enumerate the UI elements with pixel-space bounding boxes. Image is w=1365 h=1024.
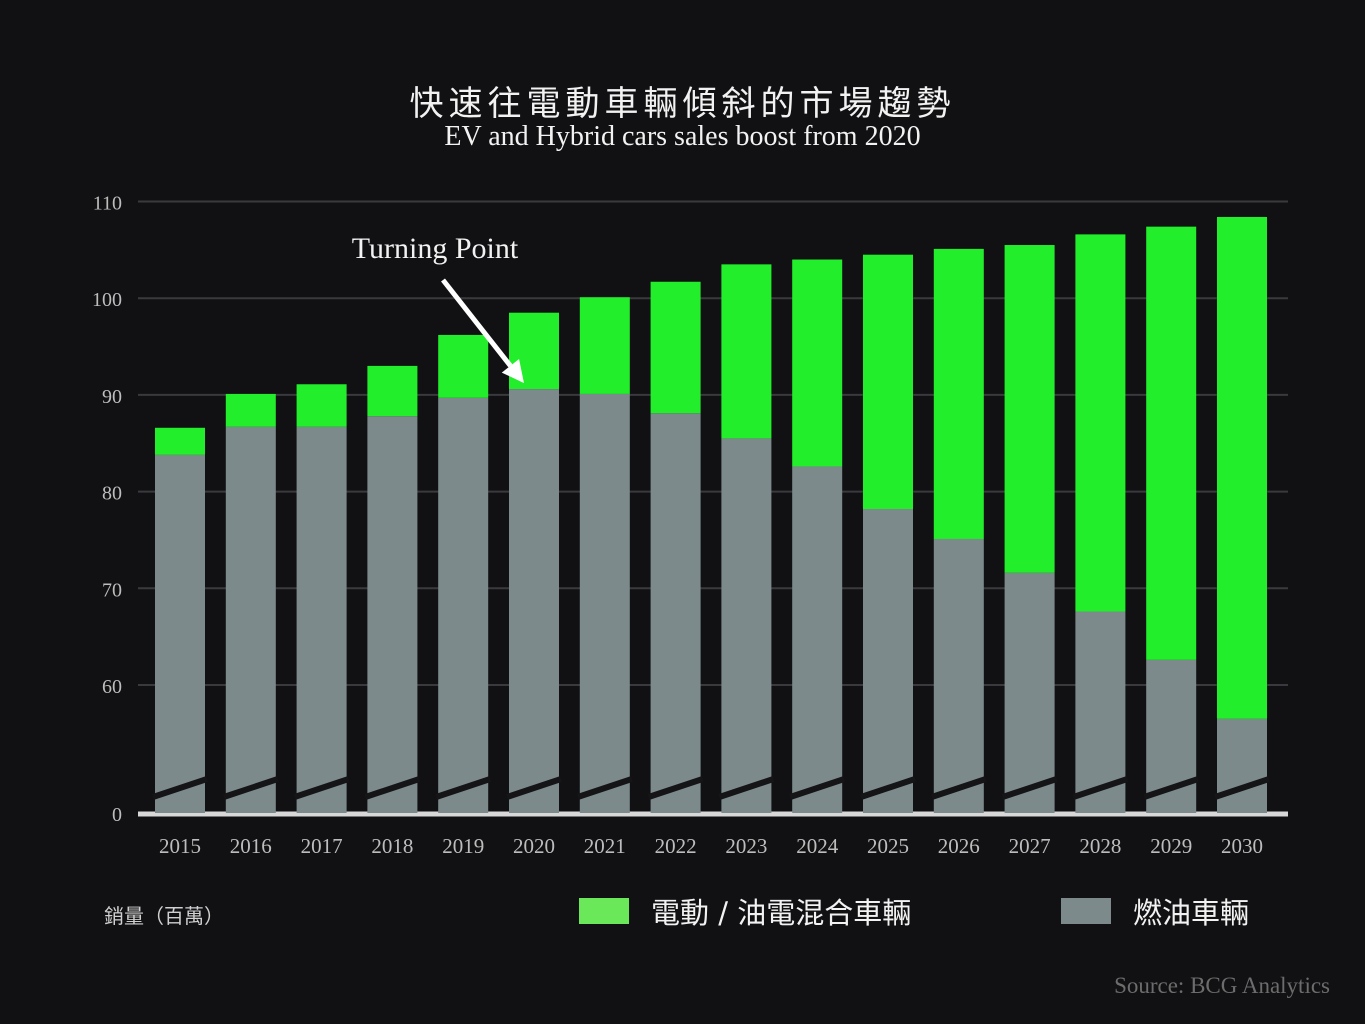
axis-break-mark [222,776,279,800]
chart-title: 快速往電動車輛傾斜的市場趨勢 [409,84,956,124]
bar-fuel-2022 [650,413,701,813]
bar-fuel-2021 [579,393,630,813]
bar-ev-hybrid-2028 [1075,234,1126,612]
axis-break-mark [152,776,208,800]
y-tick-label: 0 [112,804,122,826]
axis-break-mark [1001,776,1058,800]
bars [152,216,1270,813]
legend-item-ev-hybrid: 電動 / 油電混合車輛 [579,890,911,932]
axis-break-mark [1214,776,1270,800]
bar-fuel-2016 [225,426,276,813]
annotation-label: Turning Point [352,232,519,265]
x-tick-label: 2025 [867,834,909,858]
x-tick-label: 2018 [371,834,413,858]
x-tick-label: 2023 [725,834,767,858]
bar-ev-hybrid-2021 [579,297,630,394]
legend-label-ev-hybrid: 電動 / 油電混合車輛 [651,896,912,930]
bar-ev-hybrid-2027 [1004,245,1055,573]
axis-break-mark [1072,776,1129,800]
chart-subtitle: EV and Hybrid cars sales boost from 2020 [444,121,921,152]
axis-break-mark [435,776,492,800]
source-note: Source: BCG Analytics [1114,973,1330,998]
y-tick-label: 70 [102,579,122,601]
y-tick-label: 80 [102,483,122,505]
x-tick-label: 2029 [1150,834,1192,858]
bar-fuel-2024 [792,466,843,813]
y-tick-label: 90 [102,386,122,408]
axis-break-mark [647,776,704,800]
bar-ev-hybrid-2025 [863,254,913,510]
bar-ev-hybrid-2018 [367,365,418,417]
x-tick-label: 2027 [1009,834,1051,858]
bar-ev-hybrid-2030 [1217,216,1267,719]
x-axis-ticks: 2015 2016 2017 2018 2019 2020 2021 2022 2023 2024… [159,834,1263,858]
bar-fuel-2018 [367,416,418,813]
y-tick-label: 60 [102,676,122,698]
bar-fuel-2025 [863,509,913,813]
x-tick-label: 2017 [301,834,343,858]
x-tick-label: 2030 [1221,834,1263,858]
bar-fuel-2015 [155,454,205,813]
x-tick-label: 2021 [584,834,626,858]
axis-break-mark [718,776,775,800]
bar-fuel-2020 [509,389,559,813]
x-tick-label: 2028 [1079,834,1121,858]
y-axis-label: 銷量（百萬） [104,904,224,928]
bar-fuel-2019 [438,397,489,813]
bar-fuel-2027 [1004,572,1055,813]
legend-label-fuel: 燃油車輛 [1133,896,1250,930]
y-tick-label: 100 [92,289,122,311]
legend-item-fuel: 燃油車輛 [1061,890,1249,932]
bar-ev-hybrid-2022 [650,281,701,414]
bar-ev-hybrid-2015 [155,427,205,455]
axis-break-mark [364,776,421,800]
legend-swatch-ev-hybrid [579,898,629,924]
bar-fuel-2023 [721,438,772,813]
bar-fuel-2030 [1217,718,1267,813]
x-tick-label: 2024 [796,834,839,858]
bar-fuel-2017 [296,426,347,813]
bar-ev-hybrid-2019 [438,334,489,398]
y-axis-ticks: 0 60 70 80 90 100 110 [92,193,122,827]
bar-ev-hybrid-2017 [296,384,347,427]
axis-break-mark [1143,776,1200,800]
axis-break-mark [293,776,350,800]
x-tick-label: 2020 [513,834,555,858]
bar-ev-hybrid-2023 [721,264,772,439]
x-tick-label: 2015 [159,834,201,858]
axis-break-mark [860,776,916,800]
bar-fuel-2026 [933,538,984,813]
bar-ev-hybrid-2016 [225,393,276,427]
x-tick-label: 2022 [655,834,697,858]
x-tick-label: 2019 [442,834,484,858]
legend-swatch-fuel [1061,898,1111,924]
axis-break-mark [506,776,562,800]
bar-ev-hybrid-2026 [933,248,984,539]
turning-point-annotation: Turning Point [352,232,524,384]
axis-break-mark [789,776,846,800]
x-tick-label: 2016 [230,834,272,858]
bar-ev-hybrid-2029 [1146,226,1197,660]
y-tick-label: 110 [93,193,122,215]
axis-break-mark [576,776,633,800]
bar-ev-hybrid-2024 [792,259,843,467]
annotation-arrowhead [501,359,524,384]
axis-break-mark [930,776,987,800]
x-tick-label: 2026 [938,834,980,858]
annotation-arrow [441,278,513,368]
